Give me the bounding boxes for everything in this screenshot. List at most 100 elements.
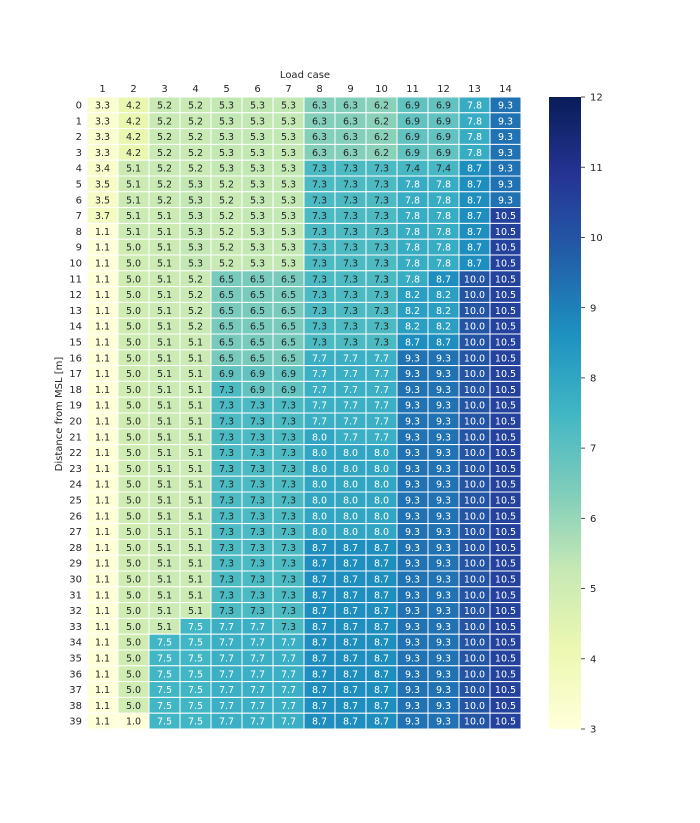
cell-value-label: 5.3 [188, 180, 203, 191]
cell-value-label: 10.5 [495, 701, 516, 712]
cell-value-label: 1.1 [95, 527, 110, 538]
x-tick-label: 7 [285, 84, 291, 95]
cell-value-label: 9.3 [436, 448, 451, 459]
cell-value-label: 8.7 [343, 606, 358, 617]
cell-value-label: 7.3 [219, 432, 234, 443]
cell-value-label: 9.3 [436, 701, 451, 712]
cell-value-label: 7.5 [157, 638, 172, 649]
cell-value-label: 8.7 [374, 717, 389, 728]
cell-value-label: 9.3 [436, 496, 451, 507]
cell-value-label: 10.5 [495, 227, 516, 238]
cell-value-label: 1.1 [95, 590, 110, 601]
cell-value-label: 7.8 [436, 195, 451, 206]
cell-value-label: 8.7 [374, 559, 389, 570]
cell-value-label: 9.3 [436, 401, 451, 412]
cell-value-label: 1.1 [95, 401, 110, 412]
cell-value-label: 7.3 [374, 164, 389, 175]
y-tick-label: 24 [69, 480, 82, 491]
cell-value-label: 5.0 [126, 274, 141, 285]
cell-value-label: 5.3 [250, 116, 265, 127]
y-tick-label: 28 [69, 543, 82, 554]
cell-value-label: 7.3 [250, 543, 265, 554]
cell-value-label: 5.3 [250, 180, 265, 191]
cell-value-label: 5.2 [157, 180, 172, 191]
cell-value-label: 6.5 [219, 322, 234, 333]
cell-value-label: 9.3 [405, 669, 420, 680]
cell-value-label: 10.0 [464, 353, 485, 364]
cell-value-label: 5.0 [126, 654, 141, 665]
cell-value-label: 5.2 [188, 322, 203, 333]
cell-value-label: 9.3 [436, 511, 451, 522]
cell-value-label: 9.3 [436, 385, 451, 396]
cell-value-label: 10.0 [464, 496, 485, 507]
cell-value-label: 6.5 [281, 306, 296, 317]
cell-value-label: 6.3 [312, 116, 327, 127]
cell-value-label: 9.3 [405, 511, 420, 522]
cell-value-label: 7.8 [436, 211, 451, 222]
cell-value-label: 10.0 [464, 543, 485, 554]
cell-value-label: 7.3 [343, 274, 358, 285]
cell-value-label: 1.1 [95, 559, 110, 570]
cell-value-label: 5.1 [188, 369, 203, 380]
cell-value-label: 5.0 [126, 464, 141, 475]
cell-value-label: 1.1 [95, 448, 110, 459]
cell-value-label: 7.3 [281, 575, 296, 586]
cell-value-label: 9.3 [436, 480, 451, 491]
y-tick-label: 25 [69, 496, 82, 507]
cell-value-label: 7.3 [312, 259, 327, 270]
cell-value-label: 5.1 [126, 211, 141, 222]
cell-value-label: 9.3 [436, 638, 451, 649]
cell-value-label: 7.7 [219, 685, 234, 696]
cell-value-label: 7.3 [312, 227, 327, 238]
cell-value-label: 10.5 [495, 622, 516, 633]
cell-value-label: 5.3 [281, 132, 296, 143]
cell-value-label: 7.7 [250, 654, 265, 665]
cell-value-label: 9.3 [405, 654, 420, 665]
cell-value-label: 5.3 [250, 148, 265, 159]
y-tick-label: 15 [69, 338, 82, 349]
cell-value-label: 8.7 [374, 622, 389, 633]
cell-value-label: 7.7 [219, 717, 234, 728]
y-tick-label: 1 [76, 116, 82, 127]
cell-value-label: 7.3 [281, 401, 296, 412]
cell-value-label: 7.7 [281, 654, 296, 665]
cell-value-label: 1.1 [95, 353, 110, 364]
cell-value-label: 8.7 [343, 685, 358, 696]
cell-value-label: 7.8 [467, 148, 482, 159]
cell-value-label: 7.3 [250, 511, 265, 522]
x-tick-label: 9 [347, 84, 353, 95]
cell-value-label: 6.9 [405, 148, 420, 159]
cell-value-label: 10.0 [464, 385, 485, 396]
cell-value-label: 7.7 [343, 369, 358, 380]
cell-value-label: 6.3 [343, 132, 358, 143]
cell-value-label: 5.3 [250, 101, 265, 112]
x-tick-label: 14 [499, 84, 512, 95]
cell-value-label: 5.1 [188, 353, 203, 364]
cell-value-label: 6.9 [405, 101, 420, 112]
cell-value-label: 7.7 [281, 701, 296, 712]
cell-value-label: 7.3 [281, 432, 296, 443]
cell-value-label: 8.0 [374, 496, 389, 507]
cell-value-label: 5.1 [157, 401, 172, 412]
y-tick-label: 27 [69, 527, 82, 538]
cell-value-label: 10.5 [495, 480, 516, 491]
cell-value-label: 6.3 [312, 148, 327, 159]
y-tick-label: 3 [76, 148, 82, 159]
cell-value-label: 5.1 [157, 417, 172, 428]
cell-value-label: 5.1 [157, 338, 172, 349]
cell-value-label: 5.1 [157, 227, 172, 238]
cell-value-label: 8.7 [312, 654, 327, 665]
cell-value-label: 5.2 [219, 180, 234, 191]
cell-value-label: 5.0 [126, 527, 141, 538]
cell-value-label: 6.2 [374, 101, 389, 112]
cell-value-label: 8.7 [374, 606, 389, 617]
cell-value-label: 7.7 [219, 701, 234, 712]
cell-value-label: 5.1 [188, 590, 203, 601]
y-tick-label: 30 [69, 575, 82, 586]
cell-value-label: 7.3 [374, 243, 389, 254]
y-tick-label: 5 [76, 180, 82, 191]
cell-value-label: 6.3 [343, 116, 358, 127]
cell-value-label: 5.1 [188, 385, 203, 396]
cell-value-label: 1.1 [95, 274, 110, 285]
cell-value-label: 9.3 [405, 496, 420, 507]
